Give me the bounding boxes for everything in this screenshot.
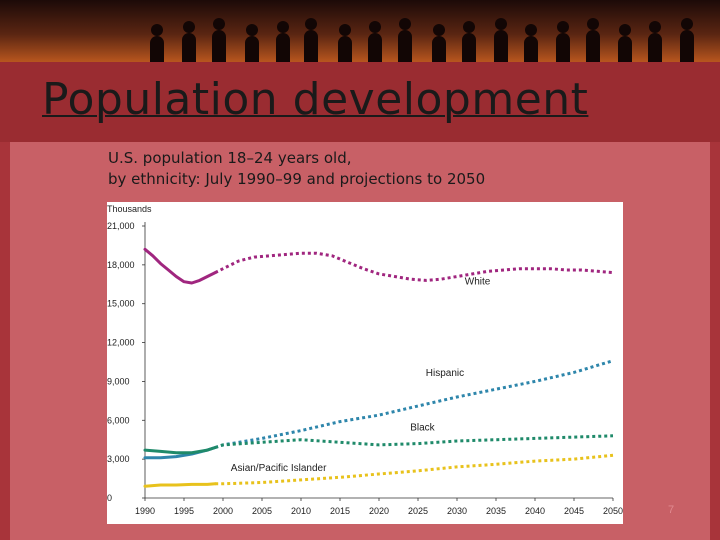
y-tick-label: 12,000 — [107, 338, 135, 348]
y-axis-label: Thousands — [107, 204, 152, 214]
person-silhouette — [398, 18, 412, 62]
person-silhouette — [648, 21, 662, 62]
caption-line-2: by ethnicity: July 1990–99 and projectio… — [108, 170, 486, 188]
person-silhouette — [212, 18, 226, 62]
slide-title: Population development — [42, 74, 589, 125]
page-number: 7 — [668, 504, 675, 516]
y-tick-label: 6,000 — [107, 415, 130, 425]
series-label-hispanic: Hispanic — [426, 368, 464, 379]
person-silhouette — [462, 21, 476, 62]
person-silhouette — [586, 18, 600, 62]
y-tick-label: 3,000 — [107, 454, 130, 464]
series-label-asian-pacific-islander: Asian/Pacific Islander — [231, 463, 327, 474]
series-white-projection — [214, 251, 614, 282]
y-tick-label: 21,000 — [107, 221, 135, 231]
x-tick-label: 2050 — [603, 506, 623, 516]
x-tick-label: 2040 — [525, 506, 545, 516]
x-tick-label: 2025 — [408, 506, 428, 516]
person-silhouette — [556, 21, 570, 62]
y-tick-label: 9,000 — [107, 376, 130, 386]
person-silhouette — [150, 24, 164, 62]
person-silhouette — [304, 18, 318, 62]
person-silhouette — [182, 21, 196, 62]
person-silhouette — [618, 24, 632, 62]
x-tick-label: 2000 — [213, 506, 233, 516]
person-silhouette — [368, 21, 382, 62]
header-banner-image — [0, 0, 720, 62]
series-hispanic-projection — [214, 359, 614, 449]
y-tick-label: 0 — [107, 493, 112, 503]
person-silhouette — [338, 24, 352, 62]
series-label-black: Black — [410, 423, 435, 434]
person-silhouette — [524, 24, 538, 62]
x-tick-label: 1990 — [135, 506, 155, 516]
slide: Population development U.S. population 1… — [0, 62, 720, 540]
person-silhouette — [494, 18, 508, 62]
y-tick-label: 15,000 — [107, 299, 135, 309]
series-asian-pacific-islander-estimate — [143, 482, 217, 488]
x-tick-label: 2035 — [486, 506, 506, 516]
series-black-projection — [214, 434, 614, 449]
x-tick-label: 1995 — [174, 506, 194, 516]
x-tick-label: 2030 — [447, 506, 467, 516]
person-silhouette — [432, 24, 446, 62]
person-silhouette — [245, 24, 259, 62]
person-silhouette — [276, 21, 290, 62]
chart-container: Thousands 0 3,000 6,000 9,000 12,000 15,000 18,… — [107, 202, 623, 524]
x-tick-label: 2020 — [369, 506, 389, 516]
series-black-estimate — [143, 446, 217, 455]
population-line-chart: Thousands 0 3,000 6,000 9,000 12,000 15,000 18,… — [107, 204, 623, 516]
content-area: U.S. population 18–24 years old, by ethn… — [10, 142, 710, 540]
x-tick-label: 2015 — [330, 506, 350, 516]
caption-line-1: U.S. population 18–24 years old, — [108, 149, 352, 167]
title-bar: Population development — [0, 62, 720, 142]
chart-caption: U.S. population 18–24 years old, by ethn… — [108, 148, 668, 190]
person-silhouette — [680, 18, 694, 62]
x-tick-label: 2045 — [564, 506, 584, 516]
series-white-estimate — [143, 247, 217, 285]
y-tick-label: 18,000 — [107, 260, 135, 270]
x-tick-label: 2010 — [291, 506, 311, 516]
x-tick-label: 2005 — [252, 506, 272, 516]
series-label-white: White — [465, 277, 491, 288]
